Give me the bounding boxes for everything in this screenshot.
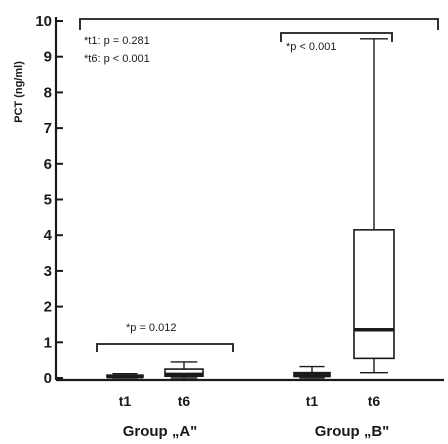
x-labels: t1 t6 t1 t6 Group „A" Group „B" — [119, 393, 390, 440]
y-tick-label-10: 10 — [35, 13, 52, 30]
box-series — [106, 38, 395, 379]
box-body — [164, 368, 204, 378]
annotation-t1: *t1: p = 0.281 — [84, 35, 150, 47]
group-label-2: Group „B" — [315, 423, 390, 440]
box-2 — [164, 361, 204, 379]
y-axis-label: PCT (ng/ml) — [13, 61, 25, 123]
annotation-group-a: *p = 0.012 — [126, 322, 176, 334]
annotation-t6: *t6: p < 0.001 — [84, 53, 150, 65]
significance-brackets — [79, 18, 439, 352]
y-tick-label-9: 9 — [44, 49, 52, 66]
y-tick-label-0: 0 — [44, 370, 52, 387]
y-tick-label-3: 3 — [44, 263, 52, 280]
bracket-group-b — [280, 32, 393, 42]
x-tick-label-3: t1 — [306, 393, 319, 409]
y-tick-label-1: 1 — [44, 334, 52, 351]
y-tick-label-7: 7 — [44, 120, 52, 137]
box-3 — [293, 365, 331, 379]
box-4 — [353, 38, 395, 374]
y-tick-label-6: 6 — [44, 156, 52, 173]
y-tick-label-8: 8 — [44, 84, 52, 101]
y-tick-label-4: 4 — [44, 227, 53, 244]
box-body — [353, 229, 395, 360]
bracket-overall — [79, 18, 439, 30]
y-tick-label-5: 5 — [44, 192, 52, 209]
x-tick-label-1: t1 — [119, 393, 132, 409]
y-ticks: 0 1 2 3 4 5 6 7 8 9 10 — [35, 13, 63, 387]
bracket-group-a — [96, 343, 234, 352]
x-tick-label-4: t6 — [368, 393, 381, 409]
y-tick-label-2: 2 — [44, 299, 52, 316]
group-label-1: Group „A" — [123, 423, 198, 440]
x-tick-label-2: t6 — [178, 393, 191, 409]
box-1 — [106, 373, 144, 379]
annotation-group-b: *p < 0.001 — [286, 41, 336, 53]
